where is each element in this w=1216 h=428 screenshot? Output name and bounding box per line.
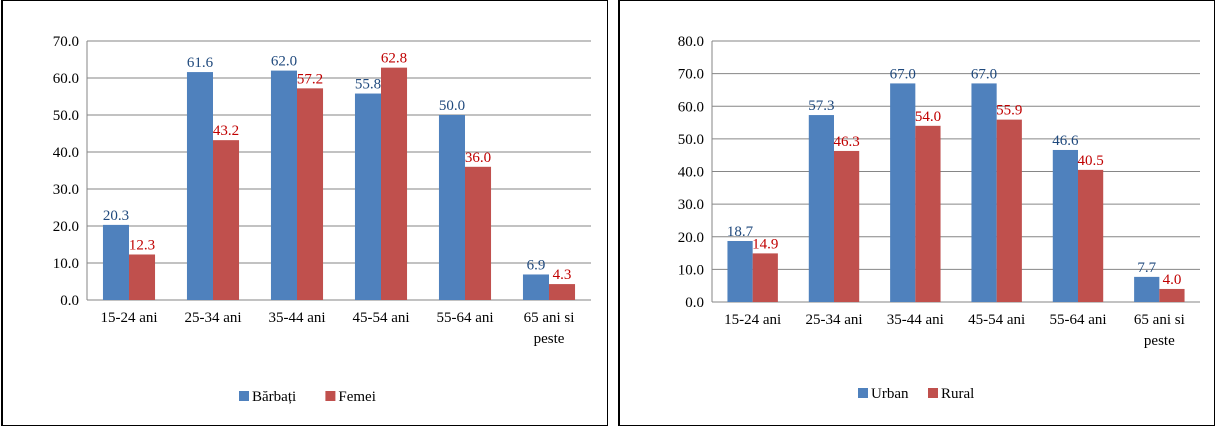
y-tick-label: 10.0 [678,262,704,278]
data-label: 55.8 [355,77,381,93]
legend-swatch [239,391,249,401]
data-label: 18.7 [727,224,754,240]
y-tick-label: 70.0 [53,34,79,50]
x-tick-label: 35-44 ani [268,310,325,326]
bar [549,284,576,300]
data-label: 62.0 [271,54,297,70]
bar [1052,149,1078,302]
bar [1159,288,1185,302]
legend-label: Bărbați [252,389,296,405]
legend-label: Femei [338,389,376,405]
bar [1078,169,1104,302]
y-tick-label: 50.0 [678,132,704,148]
y-tick-label: 60.0 [678,99,704,115]
x-tick-label: 45-54 ani [968,312,1025,328]
bar-chart-gender: 0.0 10.0 20.0 30.0 40.0 50.0 60.0 70.0 15-24 ani… [53,34,591,405]
bar-chart-residence: 0.0 10.0 20.0 30.0 40.0 50.0 60.0 70.0 80.0 15-24… [678,34,1200,402]
data-label: 67.0 [890,66,916,82]
x-tick-label-line: peste [1144,333,1175,349]
data-label: 46.6 [1052,133,1079,149]
x-tick-label: 35-44 ani [887,312,944,328]
legend-label: Rural [941,386,974,402]
bar [102,224,129,300]
bar [186,72,213,300]
bar [381,67,408,300]
x-tick-label: 65 ani si peste [524,310,575,347]
y-tick-label: 30.0 [678,197,704,213]
x-tick-label: 55-64 ani [1049,312,1106,328]
bar [129,254,156,300]
y-tick-label: 20.0 [678,230,704,246]
data-label: 6.9 [527,257,546,273]
bar [834,150,860,302]
bar [996,119,1022,302]
chart-panel-residence: 0.0 10.0 20.0 30.0 40.0 50.0 60.0 70.0 80.0 15-24… [618,0,1215,426]
y-tick-label: 80.0 [678,34,704,50]
data-label: 12.3 [129,237,155,253]
x-tick-label: 65 ani si peste [1134,312,1185,349]
y-tick-label: 0.0 [685,295,704,311]
data-label: 36.0 [465,150,491,166]
data-label: 7.7 [1137,260,1156,276]
y-tick-label: 0.0 [60,293,79,309]
x-tick-label-line: 65 ani si [1134,312,1185,328]
y-tick-label: 10.0 [53,256,79,272]
data-label: 20.3 [103,208,129,224]
bar [727,240,753,302]
bar [971,83,997,302]
data-label: 57.3 [808,98,834,114]
bar [297,88,324,300]
bar [270,70,297,300]
x-tick-label: 15-24 ani [100,310,157,326]
data-label: 46.3 [833,134,859,150]
data-label: 67.0 [971,66,997,82]
bar [438,115,465,300]
bar [522,274,549,300]
y-tick-label: 40.0 [678,165,704,181]
legend-label: Urban [871,386,909,402]
legend-swatch [858,388,868,398]
data-label: 14.9 [752,236,778,252]
bar [890,83,916,302]
data-label: 61.6 [187,55,214,71]
data-label: 4.0 [1163,272,1182,288]
bar [465,166,492,300]
bar [808,115,834,302]
bar [354,93,381,300]
data-label: 57.2 [297,71,323,87]
y-tick-label: 20.0 [53,219,79,235]
data-label: 62.8 [381,51,407,67]
x-tick-label-line: peste [534,331,565,347]
data-label: 40.5 [1077,153,1103,169]
bar [213,140,240,300]
bar [752,253,778,302]
legend-swatch [325,391,336,401]
x-tick-label-line: 65 ani si [524,310,575,326]
x-tick-label: 25-34 ani [805,312,862,328]
bar [915,125,941,302]
x-tick-label: 55-64 ani [436,310,493,326]
y-tick-label: 30.0 [53,182,79,198]
x-tick-label: 25-34 ani [184,310,241,326]
bar [1134,276,1160,302]
chart-panel-gender: 0.0 10.0 20.0 30.0 40.0 50.0 60.0 70.0 15-24 ani… [1,0,608,426]
data-label: 4.3 [553,267,572,283]
y-tick-label: 70.0 [678,67,704,83]
y-tick-label: 40.0 [53,145,79,161]
y-tick-label: 60.0 [53,71,79,87]
legend-swatch [928,388,938,398]
x-tick-label: 15-24 ani [724,312,781,328]
data-label: 54.0 [915,109,941,125]
data-label: 55.9 [996,103,1022,119]
data-label: 50.0 [439,98,465,114]
y-tick-label: 50.0 [53,108,79,124]
x-tick-label: 45-54 ani [352,310,409,326]
data-label: 43.2 [213,123,239,139]
